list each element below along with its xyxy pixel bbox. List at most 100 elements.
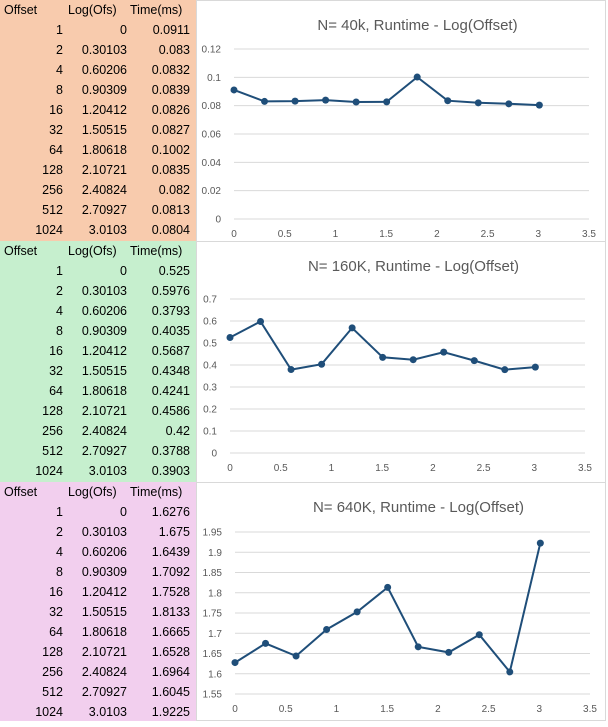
- time-cell[interactable]: 0.0804: [151, 223, 190, 237]
- offset-cell[interactable]: 1: [56, 264, 63, 278]
- offset-cell[interactable]: 256: [42, 665, 63, 679]
- time-cell[interactable]: 0.5976: [151, 284, 190, 298]
- log-offset-cell[interactable]: 2.40824: [81, 665, 127, 679]
- column-header[interactable]: Time(ms): [130, 485, 183, 499]
- data-point[interactable]: [531, 363, 539, 371]
- time-cell[interactable]: 1.8133: [151, 605, 190, 619]
- data-point[interactable]: [352, 98, 360, 106]
- data-point[interactable]: [383, 98, 391, 106]
- time-cell[interactable]: 0.4241: [151, 384, 190, 398]
- data-point[interactable]: [409, 356, 417, 364]
- column-header[interactable]: Log(Ofs): [68, 244, 117, 258]
- time-cell[interactable]: 1.6276: [151, 505, 190, 519]
- offset-cell[interactable]: 4: [56, 545, 63, 559]
- offset-cell[interactable]: 512: [42, 444, 63, 458]
- log-offset-cell[interactable]: 0.90309: [81, 565, 127, 579]
- offset-cell[interactable]: 8: [56, 324, 63, 338]
- data-point[interactable]: [353, 608, 361, 616]
- log-offset-cell[interactable]: 1.20412: [81, 103, 127, 117]
- offset-cell[interactable]: 8: [56, 83, 63, 97]
- log-offset-cell[interactable]: 0.30103: [81, 525, 127, 539]
- log-offset-cell[interactable]: 2.10721: [81, 163, 127, 177]
- time-cell[interactable]: 0.4348: [151, 364, 190, 378]
- data-point[interactable]: [505, 100, 513, 108]
- offset-cell[interactable]: 1: [56, 23, 63, 37]
- offset-cell[interactable]: 16: [49, 103, 63, 117]
- offset-cell[interactable]: 32: [49, 123, 63, 137]
- log-offset-cell[interactable]: 0.60206: [81, 304, 127, 318]
- log-offset-cell[interactable]: 0.90309: [81, 83, 127, 97]
- chart-area[interactable]: N= 40k, Runtime - Log(Offset) 0 0.02 0.04 0.…: [196, 0, 606, 242]
- log-offset-cell[interactable]: 0: [120, 505, 127, 519]
- time-cell[interactable]: 0.3903: [151, 464, 190, 478]
- log-offset-cell[interactable]: 1.20412: [81, 585, 127, 599]
- data-point[interactable]: [535, 101, 543, 109]
- chart-area[interactable]: N= 640K, Runtime - Log(Offset) 1.55 1.6 1.6…: [196, 482, 606, 721]
- data-point[interactable]: [506, 668, 514, 676]
- time-cell[interactable]: 0.4035: [151, 324, 190, 338]
- data-point[interactable]: [348, 324, 356, 332]
- offset-cell[interactable]: 512: [42, 203, 63, 217]
- data-point[interactable]: [292, 652, 300, 660]
- data-point[interactable]: [257, 318, 265, 326]
- time-cell[interactable]: 0.3788: [151, 444, 190, 458]
- offset-cell[interactable]: 4: [56, 63, 63, 77]
- time-cell[interactable]: 0.4586: [151, 404, 190, 418]
- log-offset-cell[interactable]: 1.80618: [81, 143, 127, 157]
- offset-cell[interactable]: 1: [56, 505, 63, 519]
- time-cell[interactable]: 0.0911: [152, 23, 190, 37]
- log-offset-cell[interactable]: 3.0103: [88, 705, 127, 719]
- offset-cell[interactable]: 2: [56, 284, 63, 298]
- log-offset-cell[interactable]: 3.0103: [88, 464, 127, 478]
- log-offset-cell[interactable]: 2.40824: [81, 183, 127, 197]
- column-header[interactable]: Time(ms): [130, 244, 183, 258]
- data-point[interactable]: [262, 639, 270, 647]
- offset-cell[interactable]: 256: [42, 424, 63, 438]
- data-point[interactable]: [261, 97, 269, 105]
- time-cell[interactable]: 1.7092: [151, 565, 190, 579]
- offset-cell[interactable]: 2: [56, 43, 63, 57]
- data-point[interactable]: [231, 659, 239, 667]
- offset-cell[interactable]: 16: [49, 585, 63, 599]
- log-offset-cell[interactable]: 0.60206: [81, 545, 127, 559]
- time-cell[interactable]: 0.3793: [151, 304, 190, 318]
- column-header[interactable]: Log(Ofs): [68, 3, 117, 17]
- time-cell[interactable]: 0.0839: [151, 83, 190, 97]
- time-cell[interactable]: 1.675: [158, 525, 190, 539]
- column-header[interactable]: Offset: [4, 3, 38, 17]
- time-cell[interactable]: 0.0826: [151, 103, 190, 117]
- time-cell[interactable]: 0.1002: [151, 143, 190, 157]
- column-header[interactable]: Offset: [4, 244, 38, 258]
- offset-cell[interactable]: 512: [42, 685, 63, 699]
- log-offset-cell[interactable]: 1.50515: [81, 123, 127, 137]
- log-offset-cell[interactable]: 2.10721: [81, 645, 127, 659]
- log-offset-cell[interactable]: 2.70927: [81, 203, 127, 217]
- time-cell[interactable]: 1.9225: [151, 705, 190, 719]
- data-point[interactable]: [226, 334, 234, 341]
- time-cell[interactable]: 0.0835: [151, 163, 190, 177]
- log-offset-cell[interactable]: 0.30103: [81, 43, 127, 57]
- log-offset-cell[interactable]: 0.90309: [81, 324, 127, 338]
- data-point[interactable]: [291, 97, 299, 105]
- offset-cell[interactable]: 32: [49, 605, 63, 619]
- log-offset-cell[interactable]: 0: [120, 23, 127, 37]
- data-point[interactable]: [384, 583, 392, 591]
- offset-cell[interactable]: 128: [42, 163, 63, 177]
- time-cell[interactable]: 0.42: [165, 424, 190, 438]
- offset-cell[interactable]: 2: [56, 525, 63, 539]
- offset-cell[interactable]: 64: [49, 143, 63, 157]
- log-offset-cell[interactable]: 1.50515: [81, 605, 127, 619]
- log-offset-cell[interactable]: 0.30103: [81, 284, 127, 298]
- log-offset-cell[interactable]: 1.20412: [81, 344, 127, 358]
- offset-cell[interactable]: 128: [42, 404, 63, 418]
- time-cell[interactable]: 1.6665: [151, 625, 190, 639]
- column-header[interactable]: Time(ms): [130, 3, 183, 17]
- log-offset-cell[interactable]: 2.70927: [81, 444, 127, 458]
- time-cell[interactable]: 0.5687: [151, 344, 190, 358]
- data-point[interactable]: [379, 353, 387, 361]
- data-point[interactable]: [230, 86, 238, 94]
- offset-cell[interactable]: 4: [56, 304, 63, 318]
- offset-cell[interactable]: 1024: [35, 705, 63, 719]
- data-point[interactable]: [323, 626, 331, 634]
- data-point[interactable]: [413, 73, 421, 81]
